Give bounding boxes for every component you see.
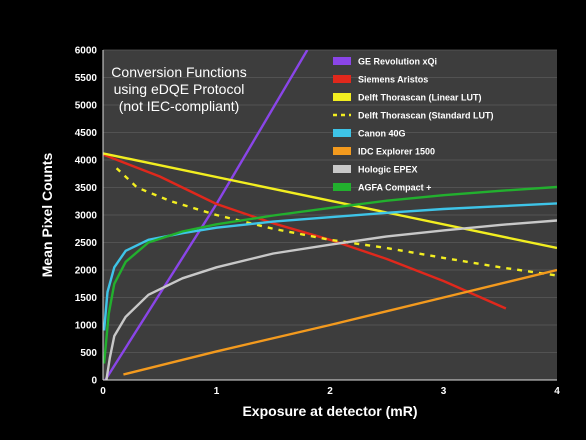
annotation-line-2: using eDQE Protocol [114,81,245,97]
y-tick-label: 6000 [75,46,98,57]
y-tick-label: 5000 [75,101,98,112]
tick-labels: 0 500 1000 1500 2000 2500 3000 3500 4000 4500 5000… [75,46,560,398]
y-tick-label: 0 [91,376,97,387]
x-tick-label: 4 [554,386,560,397]
legend-label-5: Canon 40G [358,129,406,139]
y-tick-label: 2500 [75,238,98,249]
legend-label-6: IDC Explorer 1500 [358,147,435,157]
legend-swatch-1 [333,57,351,65]
legend-label-4: Delft Thorascan (Standard LUT) [358,111,494,121]
legend-label-2: Siemens Aristos [358,75,428,85]
series-line-3 [103,152,557,250]
x-tick-label: 1 [214,386,220,397]
legend-swatch-2 [333,75,351,83]
y-tick-label: 3500 [75,183,98,194]
x-tick-label: 0 [100,386,106,397]
series-line-5 [103,202,557,331]
y-tick-label: 4000 [75,156,98,167]
legend-label-7: Hologic EPEX [358,165,418,175]
y-tick-label: 1000 [75,321,98,332]
y-tick-label: 4500 [75,128,98,139]
legend-swatch-6 [333,147,351,155]
grid [103,49,557,381]
axes [102,50,557,381]
series-line-2 [103,153,507,310]
legend-swatch-8 [333,183,351,191]
annotation: Conversion Functions using eDQE Protocol… [111,64,246,114]
series-line-7 [105,219,557,380]
series-line-8 [103,185,557,364]
y-tick-label: 1500 [75,293,98,304]
x-axis-label: Exposure at detector (mR) [242,403,417,419]
y-tick-label: 5500 [75,73,98,84]
legend-label-3: Delft Thorascan (Linear LUT) [358,93,482,103]
legend-swatch-3 [333,93,351,101]
legend: GE Revolution xQi Siemens Aristos Delft Th… [333,57,494,193]
series-layer [103,50,557,380]
y-axis-label: Mean Pixel Counts [39,153,55,278]
x-tick-label: 3 [441,386,447,397]
legend-label-1: GE Revolution xQi [358,57,437,67]
y-tick-label: 2000 [75,266,98,277]
y-tick-label: 3000 [75,211,98,222]
series-line-4 [115,167,557,277]
x-tick-label: 2 [327,386,333,397]
annotation-line-3: (not IEC-compliant) [119,98,240,114]
series-line-6 [123,268,557,376]
legend-label-8: AGFA Compact + [358,183,431,193]
y-tick-label: 500 [80,348,97,359]
annotation-line-1: Conversion Functions [111,64,246,80]
legend-swatch-7 [333,165,351,173]
legend-swatch-5 [333,129,351,137]
